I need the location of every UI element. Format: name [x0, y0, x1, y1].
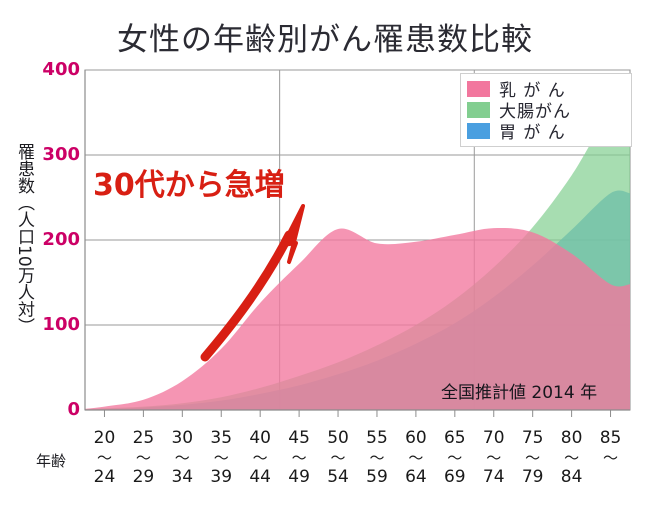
- x-tick-75〜79: 75 〜 79: [521, 428, 544, 488]
- x-tick-40〜44: 40 〜 44: [249, 428, 271, 488]
- x-tick-70〜74: 70 〜 74: [482, 428, 505, 488]
- legend-label-stomach: 胃 が ん: [499, 123, 566, 143]
- legend-label-colorectal: 大腸がん: [499, 102, 571, 122]
- chart-title: 女性の年齢別がん罹患数比較: [117, 22, 533, 58]
- x-tick-35〜39: 35 〜 39: [210, 428, 233, 488]
- source-note: 全国推計値 2014 年: [441, 383, 598, 403]
- y-tick-300: 300: [42, 144, 80, 165]
- x-tick-65〜69: 65 〜 69: [443, 428, 466, 488]
- y-tick-0: 0: [67, 399, 80, 420]
- y-tick-400: 400: [42, 59, 80, 80]
- legend-item-colorectal: 大腸がん: [467, 99, 625, 122]
- trend-arrow-icon: [200, 204, 305, 362]
- x-tick-30〜34: 30 〜 34: [171, 428, 194, 488]
- x-tick-80〜84: 80 〜 84: [560, 428, 583, 488]
- legend: 乳 が ん 大腸がん 胃 が ん: [460, 73, 632, 147]
- area-series-0: [85, 227, 630, 410]
- x-tick-45〜49: 45 〜 49: [288, 428, 310, 488]
- x-tick-85〜: 85 〜: [599, 428, 622, 467]
- x-axis-tick-labels: 20 〜 24 25 〜 29 30 〜 34 35 〜 39 40 〜 44 45 〜 49 50 〜 54 55 〜 59…: [85, 428, 630, 504]
- x-tick-60〜64: 60 〜 64: [405, 428, 427, 488]
- y-axis-title: 罹患数（人口10万人対）: [14, 143, 34, 335]
- x-tick-25〜29: 25 〜 29: [132, 428, 155, 488]
- x-axis-title: 年齢: [36, 452, 67, 470]
- annotation-text: 30代から急増: [93, 168, 285, 203]
- y-axis-tick-labels: 0 100 200 300 400: [32, 0, 80, 507]
- legend-swatch-stomach: [467, 122, 490, 139]
- legend-item-stomach: 胃 が ん: [467, 120, 625, 143]
- x-tick-55〜59: 55 〜 59: [366, 428, 388, 488]
- x-tick-20〜24: 20 〜 24: [93, 428, 116, 488]
- legend-swatch-breast: [467, 80, 490, 97]
- legend-item-breast: 乳 が ん: [467, 78, 625, 101]
- y-tick-200: 200: [42, 229, 80, 250]
- legend-swatch-colorectal: [467, 101, 490, 118]
- legend-label-breast: 乳 が ん: [499, 81, 566, 101]
- x-tick-50〜54: 50 〜 54: [327, 428, 349, 488]
- y-tick-100: 100: [42, 314, 80, 335]
